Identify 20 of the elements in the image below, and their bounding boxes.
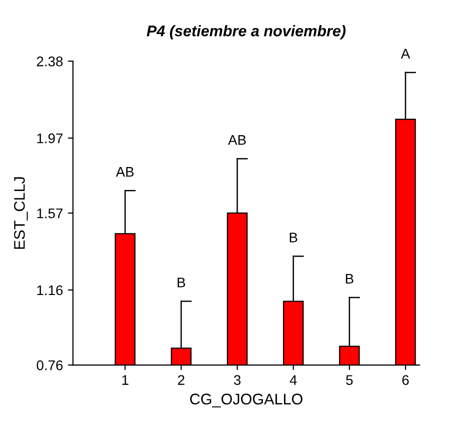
- x-tick-label: 5: [346, 375, 353, 385]
- x-axis-title: CG_OJOGALLO: [190, 394, 302, 408]
- x-tick-label: 6: [402, 375, 409, 385]
- x-tick-label: 3: [234, 375, 241, 385]
- y-tick-label: 0.76: [36, 360, 63, 370]
- x-tick-label: 2: [178, 375, 184, 385]
- y-tick-label: 1.57: [37, 208, 63, 218]
- y-tick-label: 1.16: [37, 285, 63, 296]
- annotation: B: [290, 232, 298, 242]
- y-tick-label: 1.97: [37, 133, 63, 144]
- chart-title: P4 (setiembre a noviembre): [146, 25, 346, 40]
- annotation: B: [346, 274, 354, 284]
- annotation: A: [400, 48, 410, 58]
- annotation: AB: [116, 167, 134, 177]
- annotation: B: [178, 278, 186, 288]
- x-tick-label: 1: [122, 375, 128, 385]
- y-tick-label: 2.38: [36, 56, 63, 66]
- x-tick-label: 4: [290, 375, 297, 385]
- y-axis-title: EST_CLLJ: [14, 177, 28, 249]
- annotation: AB: [228, 135, 246, 145]
